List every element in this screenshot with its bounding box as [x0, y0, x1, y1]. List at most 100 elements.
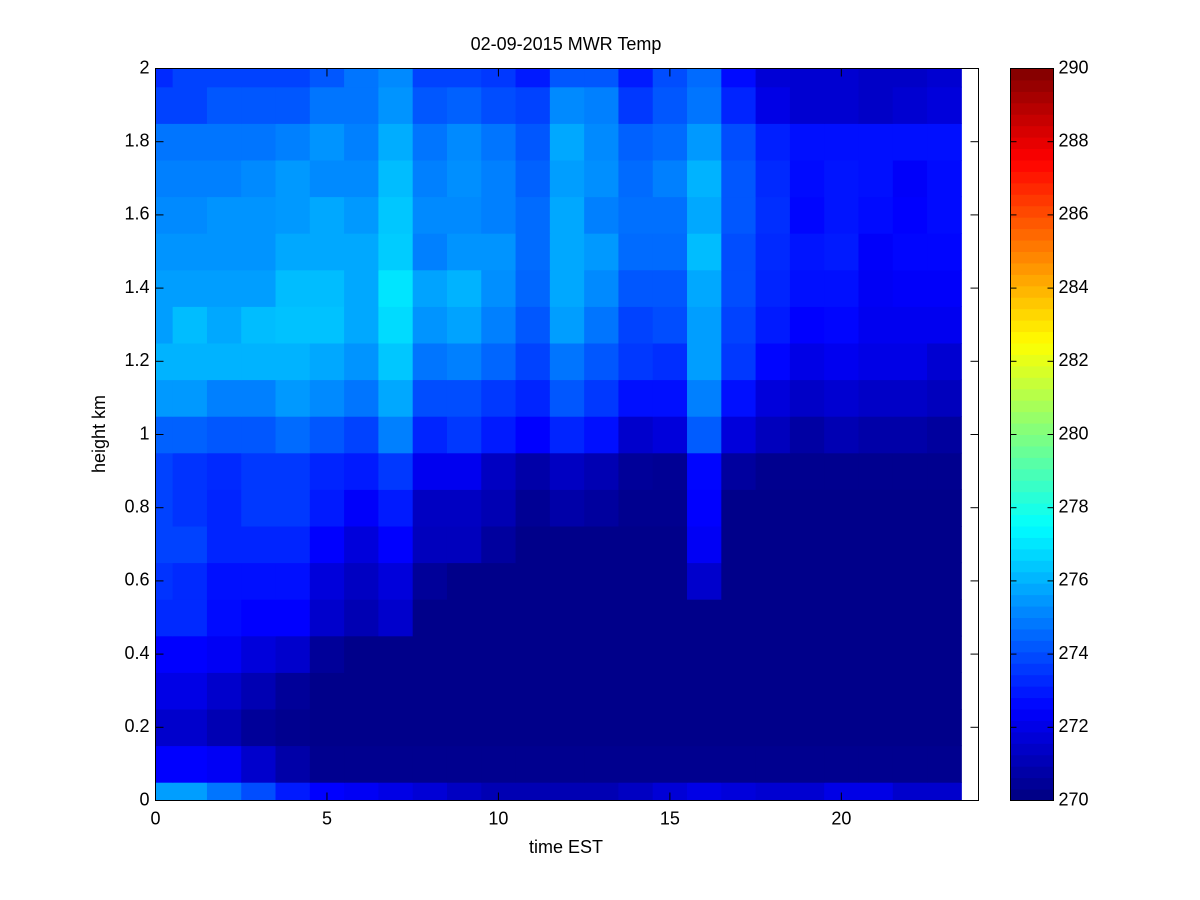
- heat-cell: [515, 233, 551, 271]
- heat-cell: [344, 489, 379, 527]
- heat-cell: [549, 635, 585, 673]
- heat-cell: [789, 782, 825, 801]
- heat-cell: [275, 745, 311, 783]
- colorbar-slice: [1010, 68, 1054, 81]
- heat-cell: [755, 160, 791, 198]
- heat-cell: [412, 672, 448, 710]
- colorbar-tick-label: 272: [1059, 716, 1089, 736]
- heat-cell: [446, 526, 482, 564]
- heat-cell: [618, 562, 654, 600]
- heat-cell: [652, 489, 688, 527]
- heat-cell: [275, 68, 311, 88]
- x-axis-label: time EST: [529, 837, 603, 857]
- heat-cell: [378, 635, 414, 673]
- heat-cell: [584, 489, 619, 527]
- heat-cell: [584, 233, 619, 271]
- heat-cell: [275, 452, 311, 490]
- heat-cell: [892, 782, 928, 801]
- heat-cell: [275, 343, 311, 381]
- heat-cell: [858, 68, 894, 88]
- heat-cell: [515, 68, 551, 88]
- heat-cell: [206, 782, 242, 801]
- heat-cell: [515, 269, 551, 307]
- heat-cell: [241, 379, 277, 417]
- heat-cell: [446, 343, 482, 381]
- heat-cell: [446, 672, 482, 710]
- heat-cell: [892, 196, 928, 234]
- heat-cell: [584, 306, 619, 344]
- colorbar-tick-label: 284: [1059, 277, 1089, 297]
- heat-cell: [789, 709, 825, 747]
- heat-cell: [549, 599, 585, 637]
- heat-cell: [155, 452, 174, 490]
- heat-cell: [824, 562, 859, 600]
- heat-cell: [515, 526, 551, 564]
- colorbar-slice: [1010, 423, 1054, 435]
- heat-cell: [584, 379, 619, 417]
- heat-cell: [206, 562, 242, 600]
- heat-cell: [378, 709, 414, 747]
- heat-cell: [892, 672, 928, 710]
- heat-cell: [309, 416, 345, 454]
- heat-cell: [549, 379, 585, 417]
- heat-cell: [721, 196, 757, 234]
- heat-cell: [687, 306, 722, 344]
- heat-cell: [446, 489, 482, 527]
- heat-cell: [241, 599, 277, 637]
- heat-cell: [206, 635, 242, 673]
- heat-cell: [206, 68, 242, 88]
- heat-cell: [378, 745, 414, 783]
- heat-cell: [275, 196, 311, 234]
- heat-cell: [344, 123, 379, 161]
- heat-cell: [652, 160, 688, 198]
- heat-cell: [241, 416, 277, 454]
- heat-cell: [481, 709, 517, 747]
- y-tick-label: 0.6: [124, 570, 149, 590]
- heat-cell: [721, 672, 757, 710]
- colorbar-tick-label: 274: [1059, 643, 1089, 663]
- heat-cell: [446, 709, 482, 747]
- heat-cell: [155, 782, 174, 801]
- heat-cell: [858, 562, 894, 600]
- heat-cell: [412, 416, 448, 454]
- heat-cell: [344, 269, 379, 307]
- heat-cell: [172, 379, 208, 417]
- heat-cell: [309, 562, 345, 600]
- heat-cell: [824, 68, 859, 88]
- heat-cell: [155, 343, 174, 381]
- heat-cell: [687, 452, 722, 490]
- heat-cell: [789, 269, 825, 307]
- colorbar-slice: [1010, 91, 1054, 104]
- y-tick-label: 0: [139, 789, 149, 809]
- heat-cell: [172, 269, 208, 307]
- heat-cell: [344, 416, 379, 454]
- heat-cell: [652, 306, 688, 344]
- heat-cell: [789, 233, 825, 271]
- heat-cell: [481, 782, 517, 801]
- heat-cell: [344, 526, 379, 564]
- colorbar-slice: [1010, 697, 1054, 710]
- heat-cell: [892, 599, 928, 637]
- colorbar-slice: [1010, 411, 1054, 424]
- colorbar-slice: [1010, 663, 1054, 676]
- heat-cell: [687, 343, 722, 381]
- heat-cell: [789, 86, 825, 124]
- heat-cell: [892, 86, 928, 124]
- heat-cell: [515, 379, 551, 417]
- heat-cell: [789, 196, 825, 234]
- heat-cell: [309, 343, 345, 381]
- colorbar-slice: [1010, 617, 1054, 630]
- y-tick-label: 1: [139, 423, 149, 443]
- heat-cell: [172, 709, 208, 747]
- heat-cell: [755, 343, 791, 381]
- heat-cell: [652, 526, 688, 564]
- heat-cell: [481, 160, 517, 198]
- heat-cell: [446, 782, 482, 801]
- heat-cell: [618, 452, 654, 490]
- colorbar-slice: [1010, 640, 1054, 653]
- heat-cell: [412, 452, 448, 490]
- heat-cell: [481, 416, 517, 454]
- heat-cell: [584, 269, 619, 307]
- heat-cell: [412, 379, 448, 417]
- heat-cell: [755, 306, 791, 344]
